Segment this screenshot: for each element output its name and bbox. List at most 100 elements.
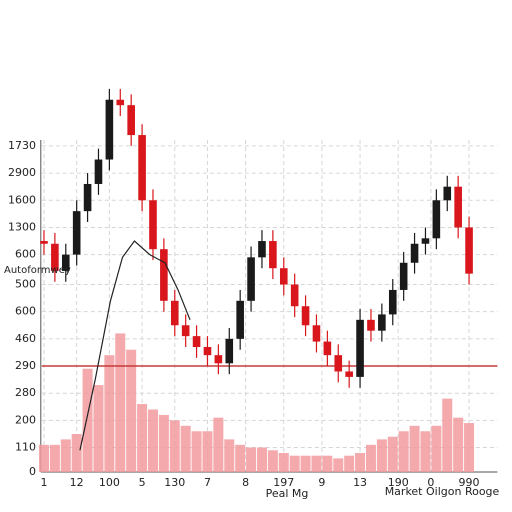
footer: Market Oilgon Rooge xyxy=(385,485,500,498)
y-tick-label: 500 xyxy=(15,278,36,291)
volume-bar xyxy=(115,333,126,472)
x-tick-label: 0 xyxy=(427,476,434,489)
volume-bar xyxy=(267,450,278,472)
x-tick-label: 5 xyxy=(139,476,146,489)
volume-bar xyxy=(409,425,420,472)
volume-bar xyxy=(126,349,137,472)
y-tick-label: 280 xyxy=(15,386,36,399)
candle-body xyxy=(127,105,135,136)
y-tick-label: 600 xyxy=(15,248,36,261)
candle-body xyxy=(432,200,441,239)
volume-bar xyxy=(398,431,409,472)
x-tick-label: 100 xyxy=(99,476,120,489)
volume-bar xyxy=(147,409,158,472)
candle-body xyxy=(83,183,92,212)
candle-body xyxy=(94,159,103,184)
candle-body xyxy=(236,300,244,339)
candle-body xyxy=(356,319,364,377)
volume-bar xyxy=(442,398,453,472)
candle-body xyxy=(225,338,234,364)
candle-body xyxy=(247,257,255,301)
volume-bar xyxy=(431,425,442,472)
candle-body xyxy=(290,284,299,307)
candle-body xyxy=(116,99,125,106)
volume-bar xyxy=(278,452,289,472)
candle-body xyxy=(399,262,408,290)
volume-bar xyxy=(93,385,104,472)
volume-bar xyxy=(82,368,93,472)
volume-bar xyxy=(60,439,71,472)
candle-body xyxy=(443,186,452,201)
line-series xyxy=(79,240,191,451)
volume-bar xyxy=(180,425,191,472)
x-tick-label: 12 xyxy=(70,476,84,489)
volume-bar xyxy=(169,420,180,472)
y-tick-label: 290 xyxy=(15,359,36,372)
volume-bar xyxy=(322,455,333,472)
y-tick-label: 200 xyxy=(15,413,36,426)
candle-body xyxy=(269,241,277,269)
volume-bar xyxy=(49,444,60,472)
candle-body xyxy=(323,341,332,356)
x-axis-label: Peal Mg xyxy=(266,487,309,500)
volume-bar xyxy=(289,455,300,472)
volume-bar xyxy=(202,431,213,472)
candle-body xyxy=(258,241,266,258)
candle-body xyxy=(138,135,146,201)
volume-bar xyxy=(365,444,376,472)
volume-bar xyxy=(420,431,431,472)
candle-body xyxy=(367,319,375,331)
volume-bar xyxy=(137,404,148,472)
volume-bar xyxy=(71,433,82,472)
x-tick-label: 990 xyxy=(459,476,480,489)
candle-body xyxy=(378,314,386,331)
candle-body xyxy=(181,325,190,337)
volume-bar xyxy=(158,414,169,472)
volume-bar xyxy=(333,458,344,472)
candle-body xyxy=(388,289,397,315)
candle-body xyxy=(72,211,81,255)
candle-body xyxy=(465,227,473,274)
volume-bar xyxy=(256,447,267,472)
volume-bar xyxy=(453,417,464,472)
candle-body xyxy=(312,325,321,342)
y-tick-label: 2900 xyxy=(8,166,36,179)
volume-bar xyxy=(300,455,311,472)
candle-body xyxy=(301,306,310,326)
volume-bar xyxy=(104,355,115,472)
x-tick-label: 1 xyxy=(40,476,47,489)
volume-bar xyxy=(355,452,366,472)
x-tick-label: 190 xyxy=(388,476,409,489)
candle-body xyxy=(410,243,419,263)
y-tick-label: 600 xyxy=(15,305,36,318)
candle-body xyxy=(345,371,353,377)
y-axis-label: Autoformwey xyxy=(4,265,71,276)
candle-body xyxy=(61,254,70,271)
candle-body xyxy=(40,241,48,244)
volume-bar xyxy=(387,436,398,472)
volume-bar xyxy=(246,447,257,472)
volume-bar xyxy=(376,439,387,472)
candle-body xyxy=(203,347,212,356)
candle-body xyxy=(105,99,114,160)
y-tick-label: 460 xyxy=(15,332,36,345)
x-tick-label: 9 xyxy=(318,476,325,489)
volume-bar xyxy=(38,444,49,472)
x-tick-label: 13 xyxy=(353,476,367,489)
y-tick-label: 110 xyxy=(15,441,36,454)
y-tick-label: 0 xyxy=(29,465,36,478)
candle-body xyxy=(149,200,157,250)
candle-body xyxy=(454,186,462,228)
candle-body xyxy=(51,243,59,271)
candle-body xyxy=(160,249,168,301)
volume-bar xyxy=(191,431,202,472)
x-tick-label: 8 xyxy=(242,476,249,489)
volume-bar xyxy=(213,417,224,472)
candle-body xyxy=(170,300,179,326)
candle-body xyxy=(334,355,343,372)
volume-bar xyxy=(344,455,355,472)
volume-bar xyxy=(464,423,475,472)
candle-body xyxy=(279,268,288,285)
